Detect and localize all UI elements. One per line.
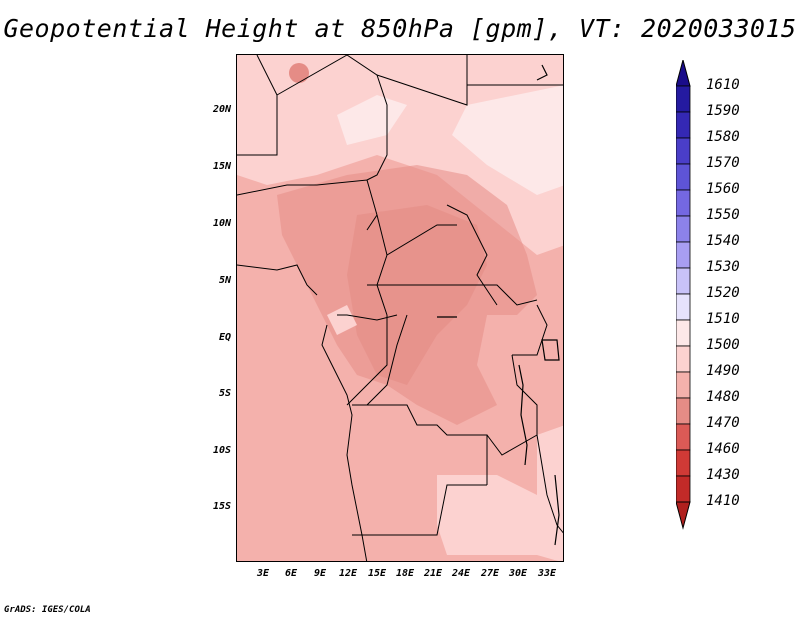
- colorbar-label: 1540: [706, 233, 740, 249]
- border-niger-chad: [366, 74, 388, 181]
- field-1480-nw-spot: [289, 63, 309, 83]
- lat-label: 10S: [212, 445, 231, 456]
- border-niger-nigeria: [237, 179, 378, 231]
- page-title: Geopotential Height at 850hPa [gpm], VT:…: [3, 14, 797, 43]
- colorbar-box: [676, 397, 691, 425]
- lat-label: 10N: [212, 218, 231, 229]
- border-chad-car: [386, 224, 457, 256]
- lon-label: 24E: [451, 568, 471, 579]
- lat-label: 15S: [212, 501, 231, 512]
- lake-malawi: [554, 474, 560, 546]
- border-congo-gabon: [346, 315, 388, 406]
- colorbar-box: [676, 293, 691, 321]
- colorbar-box: [676, 189, 691, 217]
- colorbar-label: 1470: [706, 415, 740, 431]
- colorbar-label: 1580: [706, 129, 740, 145]
- lon-label: 21E: [423, 568, 443, 579]
- colorbar-box: [676, 423, 691, 451]
- colorbar-label: 1490: [706, 363, 740, 379]
- colorbar-box: [676, 163, 691, 191]
- grads-credit: GrADS: IGES/COLA: [4, 605, 91, 615]
- lon-label: 3E: [256, 568, 270, 579]
- lat-label: 5N: [218, 275, 231, 286]
- lakes: [437, 64, 560, 546]
- colorbar-label: 1610: [706, 77, 740, 93]
- colorbar-box: [676, 215, 691, 243]
- colorbar-label: 1570: [706, 155, 740, 171]
- lake-tanganyika: [518, 364, 528, 466]
- lon-label: 33E: [537, 568, 557, 579]
- border-mauritania-mali: [237, 55, 278, 156]
- colorbar-label: 1530: [706, 259, 740, 275]
- field-1500-south: [437, 475, 537, 555]
- map-panel: [236, 54, 564, 562]
- border-algeria-niger: [276, 55, 348, 96]
- colorbar-box: [676, 85, 691, 113]
- colorbar-box: [676, 111, 691, 139]
- colorbar-top-arrow: [676, 60, 691, 87]
- coastline-west: [321, 324, 368, 561]
- field-1500-patch: [327, 305, 357, 335]
- field-1510-north-patch: [337, 95, 407, 145]
- lon-label: 18E: [395, 568, 415, 579]
- colorbar-label: 1500: [706, 337, 740, 353]
- colorbar: [676, 60, 691, 530]
- colorbar-box: [676, 137, 691, 165]
- lon-label: 6E: [284, 568, 298, 579]
- border-malawi: [536, 434, 563, 534]
- nile-feature: [536, 64, 548, 81]
- border-nigeria-cameroon: [376, 214, 388, 316]
- colorbar-label: 1480: [706, 389, 740, 405]
- lat-label: EQ: [218, 332, 231, 343]
- colorbar-box: [676, 345, 691, 373]
- border-angola-zambia: [352, 484, 487, 536]
- lat-label: 5S: [218, 388, 231, 399]
- field-1500-nw: [272, 75, 347, 130]
- colorbar-label: 1550: [706, 207, 740, 223]
- lat-label: 15N: [212, 161, 231, 172]
- colorbar-label: 1460: [706, 441, 740, 457]
- lake-victoria: [541, 339, 560, 361]
- border-drc-tanzania: [486, 354, 538, 456]
- lon-label: 15E: [367, 568, 387, 579]
- colorbar-boxes: [676, 60, 691, 530]
- colorbar-box: [676, 267, 691, 295]
- lon-label: 30E: [508, 568, 528, 579]
- height-field: [237, 55, 563, 561]
- field-1500-se: [537, 425, 563, 561]
- border-car-drc: [367, 284, 538, 306]
- lat-label: 20N: [212, 104, 231, 115]
- colorbar-box: [676, 449, 691, 477]
- colorbar-label: 1410: [706, 493, 740, 509]
- colorbar-box: [676, 319, 691, 347]
- colorbar-label: 1560: [706, 181, 740, 197]
- colorbar-label: 1520: [706, 285, 740, 301]
- border-libya-chad: [346, 55, 468, 106]
- field-1510-northeast: [452, 85, 563, 195]
- lon-label: 27E: [480, 568, 500, 579]
- colorbar-box: [676, 475, 691, 503]
- colorbar-bottom-arrow: [676, 501, 691, 530]
- colorbar-label: 1510: [706, 311, 740, 327]
- field-1480-core: [347, 205, 487, 385]
- country-borders: [237, 55, 563, 561]
- lon-label: 12E: [338, 568, 358, 579]
- coast-gulf-of-guinea: [237, 264, 318, 296]
- colorbar-label: 1590: [706, 103, 740, 119]
- colorbar-box: [676, 241, 691, 269]
- lon-label: 9E: [313, 568, 327, 579]
- colorbar-box: [676, 371, 691, 399]
- colorbar-label: 1430: [706, 467, 740, 483]
